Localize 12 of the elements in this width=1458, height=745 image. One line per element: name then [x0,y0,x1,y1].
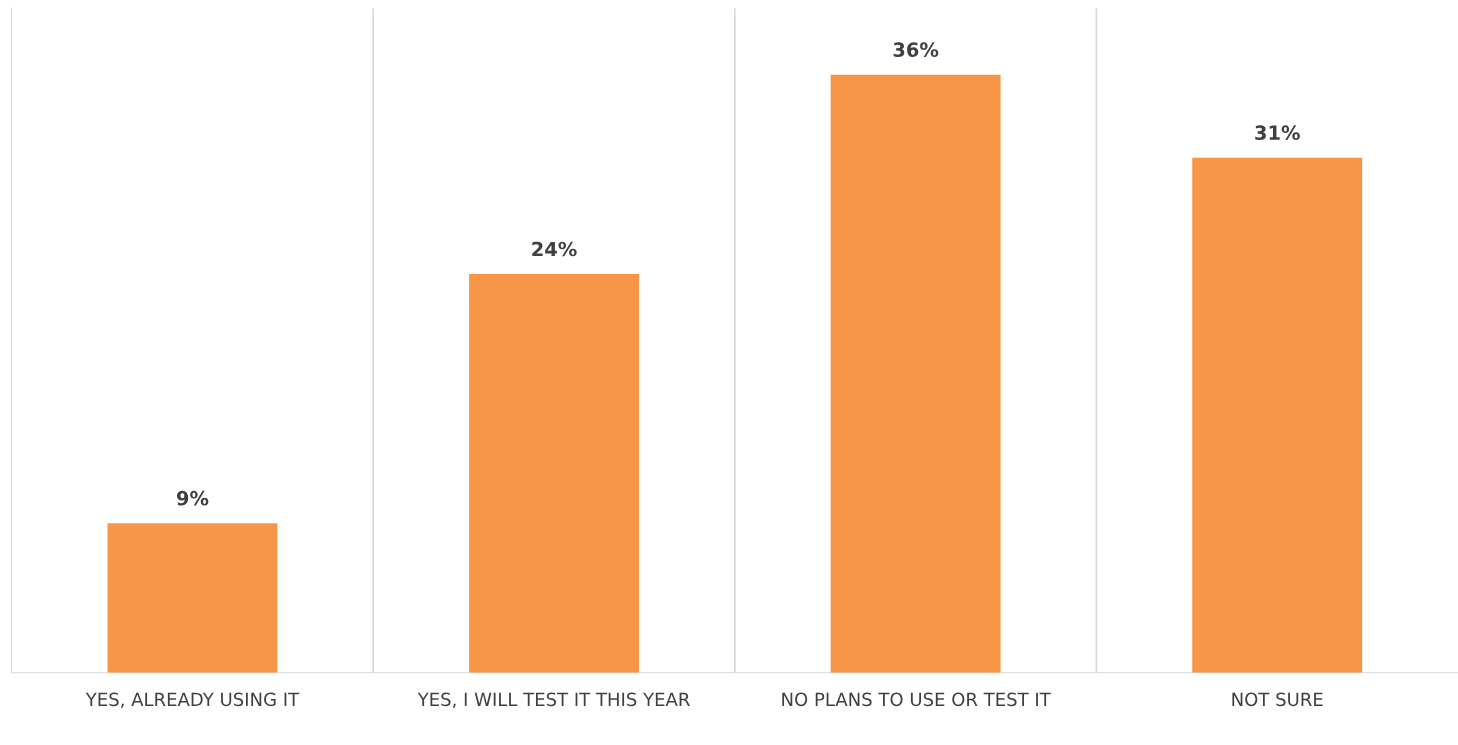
x-tick-label: YES, I WILL TEST IT THIS YEAR [417,692,690,708]
data-label: 36% [893,42,939,57]
data-label: 9% [176,490,209,506]
x-tick-label: YES, ALREADY USING IT [85,692,300,708]
x-tick-label: NO PLANS TO USE OR TEST IT [782,692,1051,707]
x-tick-label: NOT SURE [1232,692,1323,707]
data-label: 31% [1255,125,1300,141]
bar [107,523,278,673]
bar [1192,157,1363,673]
bar [469,274,640,673]
data-label: 24% [532,241,577,257]
bar [830,74,1001,673]
